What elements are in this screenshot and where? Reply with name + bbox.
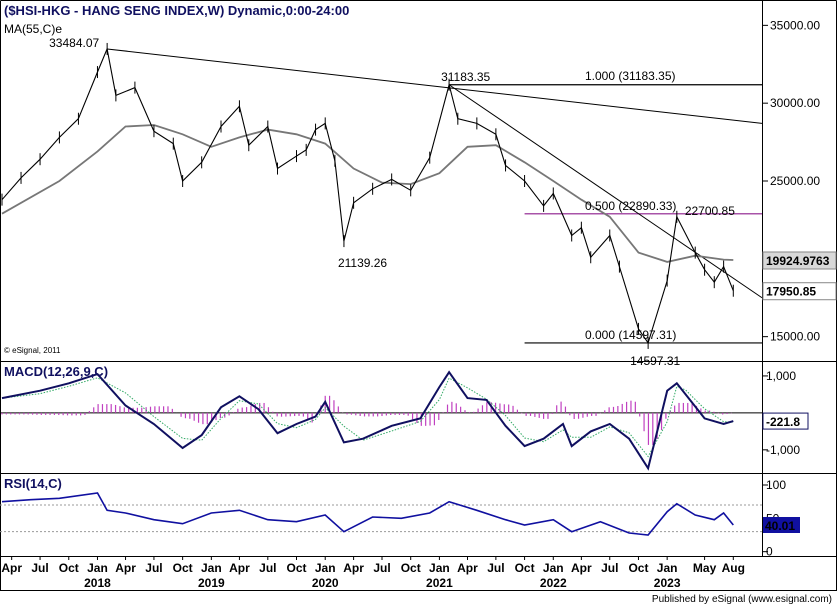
price-ytick-label: 25000.00 [770,174,820,188]
macd-line [1,370,734,471]
macd-value-tag: -221.8 [766,415,800,429]
x-month-label: Jul [145,561,162,575]
price-tag-label: 17950.85 [766,285,816,299]
rsi-value-tag-box [763,516,800,533]
x-month-label: Jan [657,561,678,575]
x-month-label: Jan [543,561,564,575]
rsi-ytick-label: 100 [766,478,786,492]
x-month-label: May [693,561,717,575]
price-tag-box [762,251,837,270]
x-month-label: Jul [259,561,276,575]
rsi-panel: 10050040.01 [0,478,800,559]
x-month-label: Oct [59,561,79,575]
x-month-label: Oct [287,561,307,575]
rsi-ytick-label: 0 [766,545,773,559]
chart-title: ($HSI-HKG - HANG SENG INDEX,W) Dynamic,0… [4,3,349,18]
price-tag-label: 19924.9763 [766,254,830,268]
macd-value-tag-box [762,412,809,430]
x-year-label: 2019 [198,576,225,590]
trend-line [448,84,763,299]
price-ytick-label: 35000.00 [770,18,820,32]
ma-line [1,124,734,263]
price-ytick-label: 15000.00 [770,330,820,344]
macd-ytick-label: -1,000 [766,443,800,457]
x-month-label: Apr [115,561,136,575]
price-annotation: 21139.26 [338,256,387,270]
price-annotation: 22700.85 [685,204,735,218]
x-month-label: Apr [229,561,250,575]
x-month-label: Jan [87,561,108,575]
x-year-label: 2021 [426,576,453,590]
x-month-label: Apr [457,561,478,575]
x-month-label: Jul [373,561,390,575]
rsi-value-tag: 40.01 [765,519,795,533]
macd-panel: 1,000 -1,000 -221.8 [0,369,809,471]
x-month-label: Oct [515,561,535,575]
x-year-label: 2023 [654,576,681,590]
price-annotation: 0.500 (22890.33) [585,199,676,213]
rsi-line [1,492,734,536]
price-annotation: 33484.07 [49,36,99,50]
x-month-label: Jul [31,561,48,575]
price-annotation: 1.000 (31183.35) [585,69,676,83]
price-ytick-label: 30000.00 [770,96,820,110]
x-month-label: Oct [401,561,421,575]
x-month-label: Jan [429,561,450,575]
time-axis: Apr Jul Oct Jan Apr Jul Oct Jan Apr Jul Oct Jan Apr J… [1,556,745,590]
x-month-label: Jul [601,561,618,575]
x-month-label: Jan [315,561,336,575]
x-month-label: Apr [571,561,592,575]
footer-credit: Published by eSignal (www.esignal.com) [652,594,832,605]
x-month-label: Jul [487,561,504,575]
x-month-label: Apr [1,561,22,575]
x-year-label: 2020 [312,576,339,590]
price-tag-box [762,282,837,301]
price-annotation: 31183.35 [441,70,490,84]
price-annotation: 0.000 (14597.31) [585,328,676,342]
ma-label: MA(55,C)e [4,22,62,36]
rsi-title: RSI(14,C) [4,476,62,491]
x-month-label: Oct [628,561,648,575]
x-month-label: Apr [343,561,364,575]
macd-ytick-label: 1,000 [766,369,796,383]
watermark: © eSignal, 2011 [4,346,61,355]
x-month-label: Oct [173,561,193,575]
macd-title: MACD(12,26,9,C) [4,364,108,379]
trend-line [107,48,763,124]
x-year-label: 2018 [84,576,111,590]
x-month-label: Jan [201,561,222,575]
price-annotation: 14597.31 [630,354,680,368]
x-month-label: Aug [722,561,745,575]
x-year-label: 2022 [540,576,567,590]
price-panel: 15000.0020000.0025000.0030000.0035000.00… [1,18,837,368]
